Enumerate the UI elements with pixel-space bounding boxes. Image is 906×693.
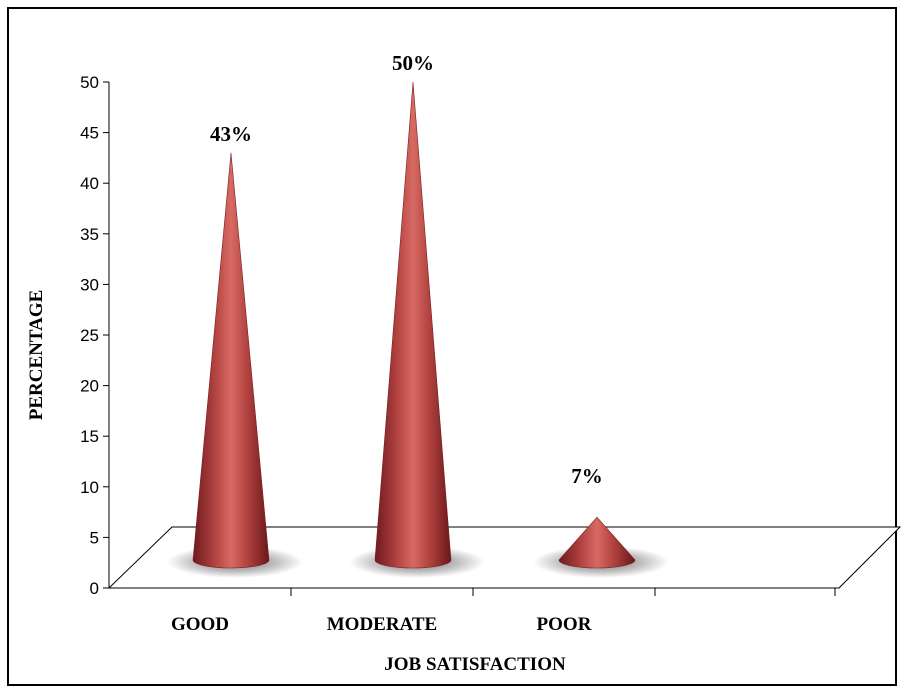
y-tick-label: 50 bbox=[80, 73, 99, 92]
y-axis-title: PERCENTAGE bbox=[26, 290, 47, 421]
y-tick-label: 45 bbox=[80, 124, 99, 143]
cone-bar-good bbox=[192, 152, 270, 569]
data-label: 43% bbox=[210, 122, 252, 146]
y-tick-label: 30 bbox=[80, 275, 99, 294]
y-tick-label: 10 bbox=[80, 478, 99, 497]
x-category-label: MODERATE bbox=[327, 614, 437, 635]
data-label: 50% bbox=[392, 51, 434, 75]
y-tick-label: 25 bbox=[80, 326, 99, 345]
x-axis-title: JOB SATISFACTION bbox=[384, 654, 566, 675]
x-category-label: POOR bbox=[537, 614, 592, 635]
x-category-label: GOOD bbox=[171, 614, 229, 635]
y-tick-label: 35 bbox=[80, 225, 99, 244]
y-tick-label: 5 bbox=[90, 528, 99, 547]
y-tick-label: 40 bbox=[80, 174, 99, 193]
data-label: 7% bbox=[571, 464, 603, 488]
cone-bar-poor bbox=[558, 516, 636, 569]
y-tick-label: 20 bbox=[80, 377, 99, 396]
y-tick-label: 15 bbox=[80, 427, 99, 446]
cone-bar-moderate bbox=[374, 81, 452, 569]
y-tick-label: 0 bbox=[90, 579, 99, 598]
